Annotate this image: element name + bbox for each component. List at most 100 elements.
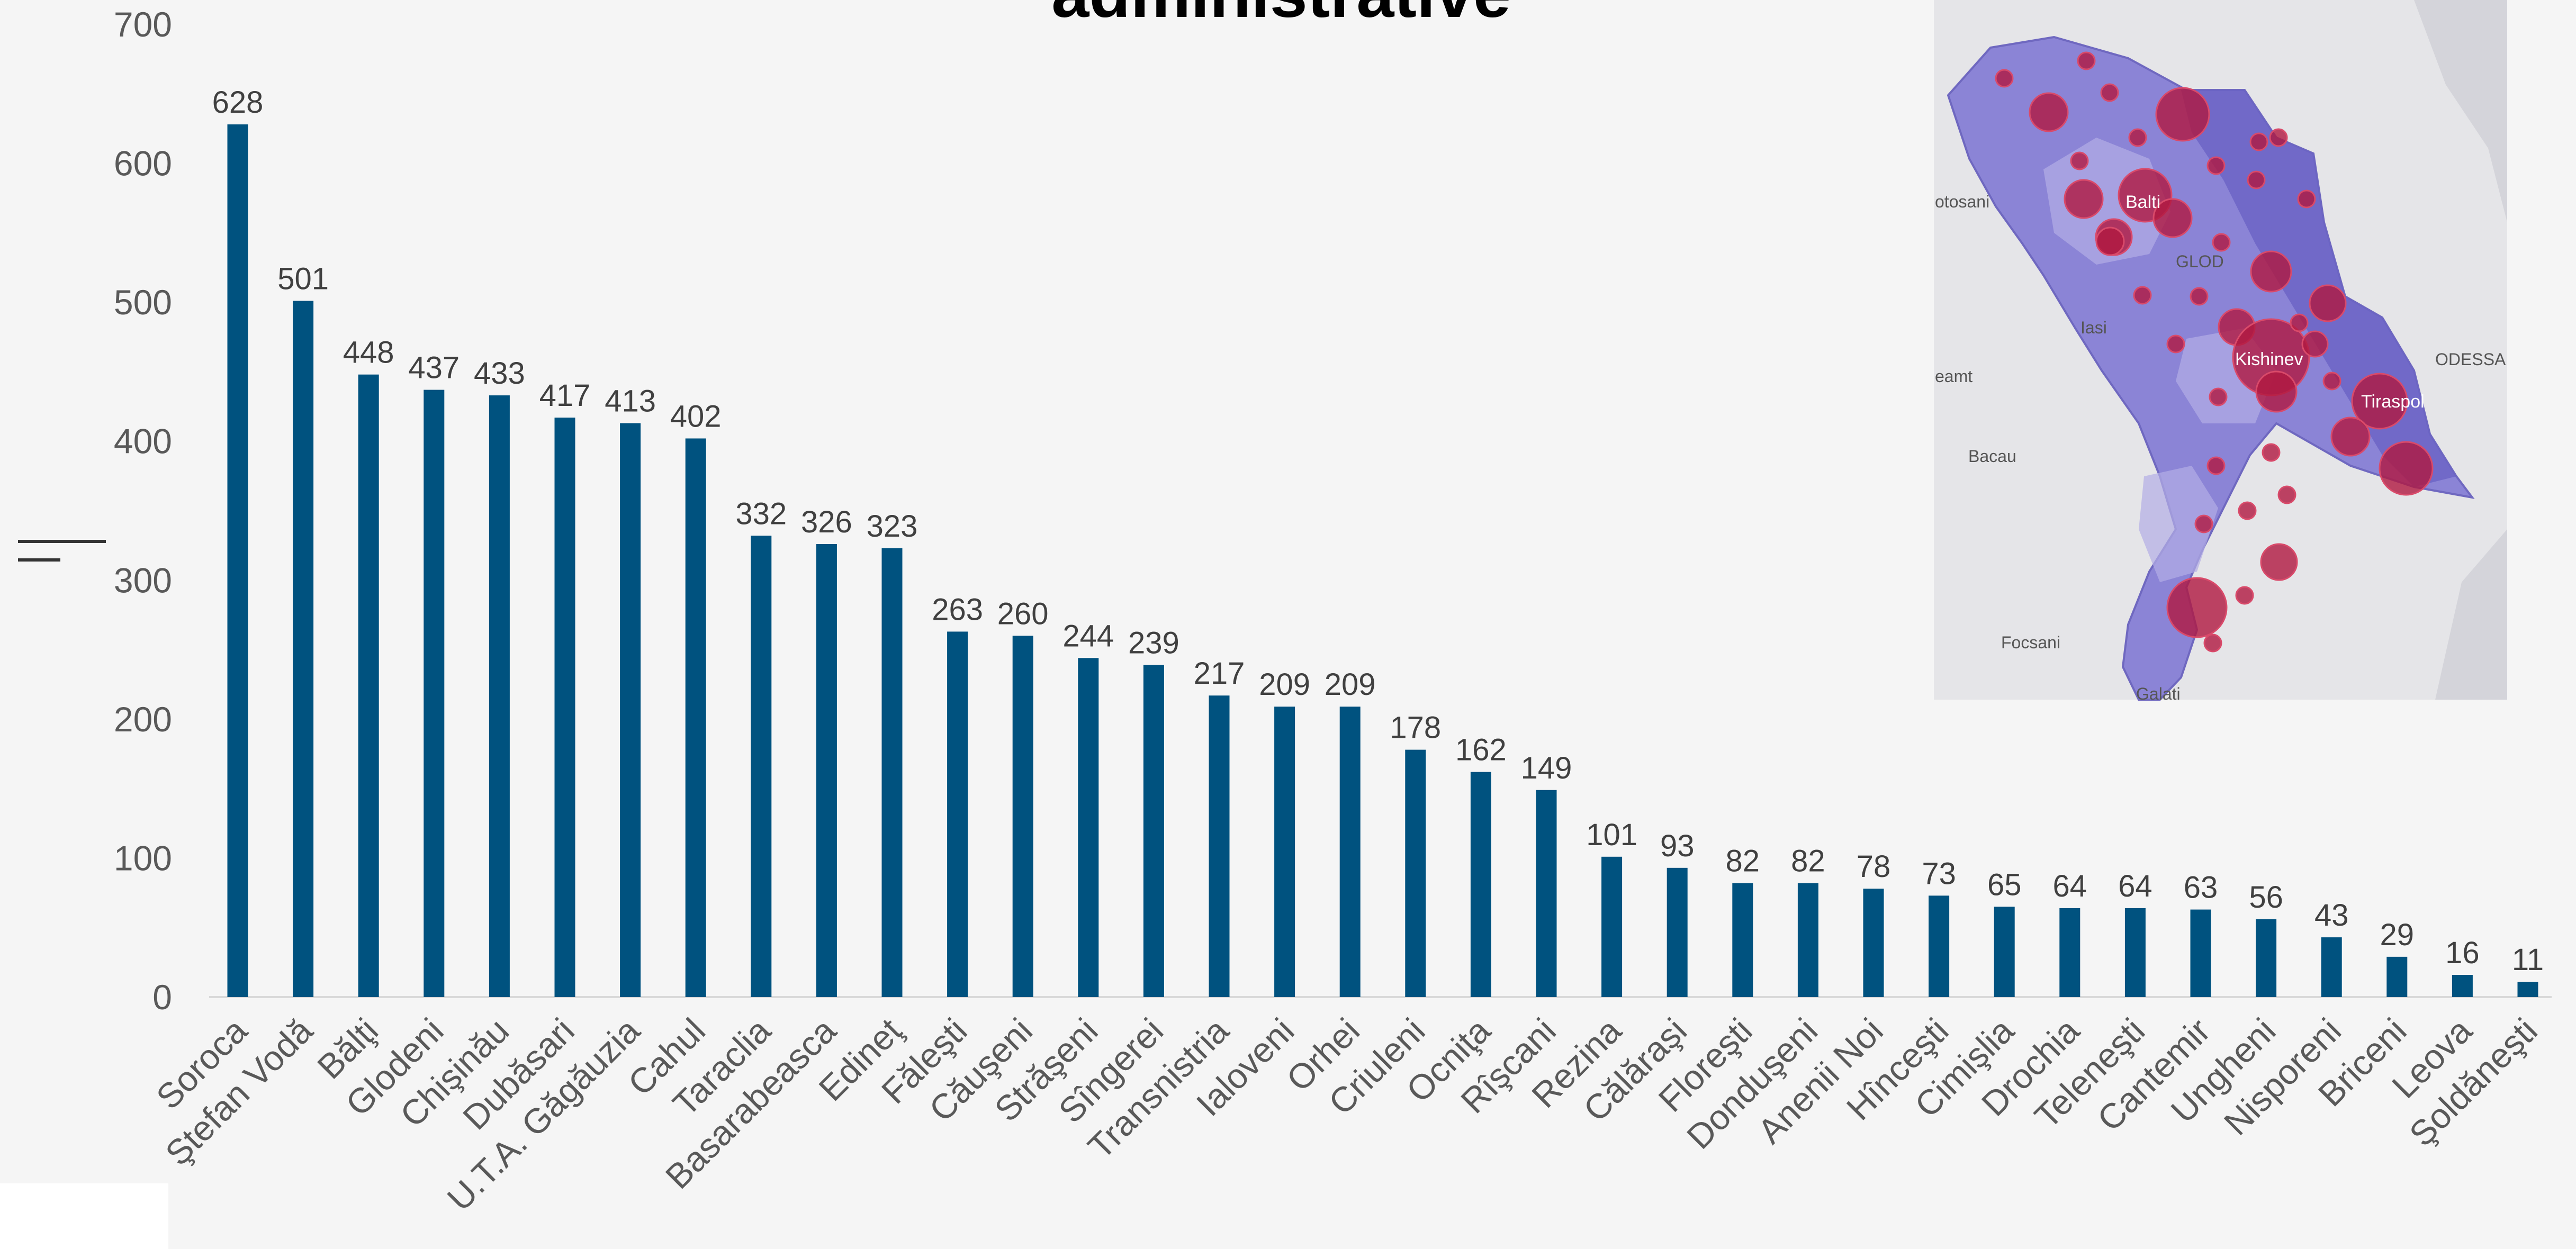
data-label: 433 [474,356,525,391]
data-label: 628 [212,85,264,120]
map-bubble [2029,92,2069,132]
map-bubble [2100,83,2119,102]
map-bubble [2212,233,2231,252]
map-bubble [2330,417,2371,457]
data-label: 43 [2314,898,2349,933]
map-place-label: ODESSA [2435,350,2506,369]
map-bubble [2077,51,2096,70]
map-bubble [2194,514,2213,533]
data-label: 82 [1726,844,1760,879]
map-place-label: Bacau [1968,447,2016,466]
bar [1536,790,1557,997]
data-label: 65 [1987,867,2022,902]
map-bubble [2190,287,2209,306]
data-label: 501 [277,262,329,296]
map-place-label: Iasi [2080,318,2107,337]
map-bubble [2260,543,2298,581]
chart-title: administrative [1051,0,1511,32]
data-label: 244 [1062,619,1114,653]
map-bubble [2249,132,2268,151]
bar [2517,982,2538,997]
data-label: 217 [1194,656,1245,691]
map-bubble [2255,370,2298,413]
data-label: 260 [997,596,1049,631]
map-bubble [2322,372,2341,391]
data-label: 56 [2249,880,2283,915]
data-label: 64 [2118,869,2152,903]
bar [1012,636,1033,997]
bar [2124,908,2146,997]
value-labels: 628 501 448 437 433 417 413 402 332 326 323 263 260 2… [212,85,2544,977]
data-label: 417 [539,378,591,413]
legend-marker [18,540,106,562]
bar [554,418,575,997]
bar [1601,856,1623,997]
map-bubble [1995,69,2014,88]
map-bubble [2133,286,2152,305]
map-bubble [2155,87,2210,142]
data-label: 332 [735,496,787,531]
data-label: 64 [2053,869,2087,903]
map-place-label: Galati [2136,684,2181,703]
y-tick-label: 100 [114,838,172,877]
blank-corner [0,1183,168,1249]
map-bubble [2277,485,2296,504]
bar [816,544,837,997]
y-tick-label: 300 [114,560,172,600]
map-place-label: GLOD [2176,252,2224,271]
data-label: 11 [2512,943,2544,977]
map-bubble [2128,128,2147,147]
bar [2190,909,2211,997]
y-tick-label: 400 [114,422,172,461]
map-bubble [2070,151,2089,170]
data-label: 93 [1660,829,1695,863]
map-place-label: Kishinev [2235,349,2303,369]
data-label: 209 [1325,667,1376,702]
map-bubble [2064,179,2104,219]
data-label: 82 [1791,844,1825,879]
map-bubble [2351,373,2408,430]
data-label: 413 [605,384,656,419]
bar [227,124,248,998]
map-sea [2414,0,2507,700]
y-axis: 0 100 200 300 400 500 600 700 [114,5,2552,1017]
map-bubble [2247,170,2266,189]
data-label: 73 [1922,856,1956,891]
data-label: 209 [1259,667,1310,702]
data-label: 16 [2445,936,2480,970]
map-place-label: Focsani [2001,633,2060,652]
data-label: 101 [1586,818,1637,852]
bar [2386,956,2408,997]
map-bubble [2309,284,2347,322]
bar [685,438,706,997]
map-bubble [2206,456,2226,475]
map-region [2139,466,2218,582]
map-bubble [2166,334,2185,354]
data-label: 29 [2380,918,2415,952]
map-bubble [2262,443,2281,462]
map-place-label: eamt [1935,367,1972,386]
bar [947,631,968,997]
bar [293,301,314,998]
map-bubble [2152,198,2193,238]
bars [227,124,2538,998]
bar [1797,883,1818,997]
bar [2321,937,2342,997]
bar [2452,974,2473,997]
data-label: 263 [932,592,983,627]
y-tick-label: 700 [114,5,172,44]
region-map: otosani Balti Iasi Kishinev eamt Tiraspol ODES… [1934,0,2507,703]
data-label: 63 [2184,871,2218,905]
map-bubble [2203,633,2222,653]
bar [1994,907,2015,997]
map-bubble [2269,128,2288,147]
data-label: 326 [801,505,852,539]
bar [1405,749,1426,997]
bar [424,390,445,997]
data-label: 323 [867,509,918,544]
map-bubble [2290,313,2309,332]
data-label: 448 [343,336,394,370]
bar [881,548,903,997]
bar [1143,665,1164,997]
